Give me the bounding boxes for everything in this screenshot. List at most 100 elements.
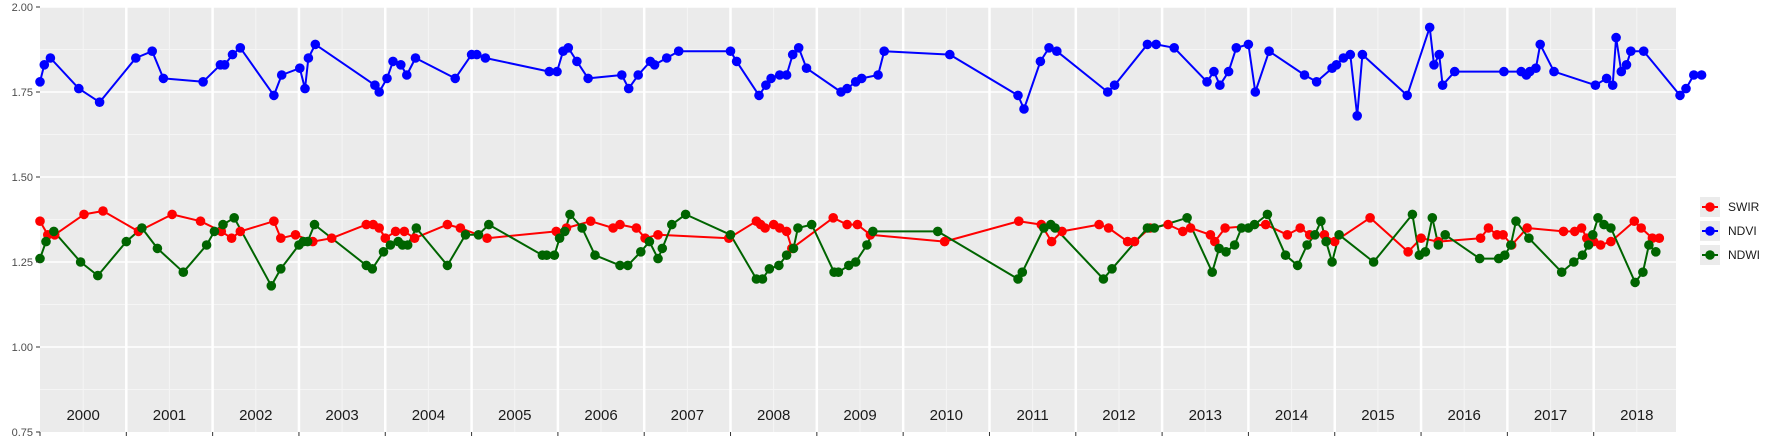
data-point-ndvi — [235, 43, 246, 53]
data-point-ndvi — [1044, 43, 1054, 53]
data-point-ndwi — [1017, 267, 1028, 278]
year-label: 2017 — [1534, 407, 1567, 424]
data-point-swir — [760, 223, 770, 233]
data-point-ndwi — [137, 223, 147, 233]
data-point-swir — [1220, 223, 1230, 233]
y-tick-label: 0.75 — [12, 427, 33, 439]
data-point-ndvi — [1626, 46, 1636, 56]
year-label: 2004 — [412, 407, 445, 424]
data-point-ndwi — [850, 257, 861, 267]
data-point-ndvi — [219, 60, 230, 70]
data-point-swir — [1654, 233, 1665, 243]
data-point-ndwi — [793, 223, 803, 233]
legend-label-ndwi: NDWI — [1728, 248, 1760, 262]
data-point-ndwi — [657, 243, 668, 254]
data-point-swir — [235, 226, 246, 237]
data-point-ndwi — [484, 219, 494, 230]
data-point-swir — [290, 230, 301, 240]
data-point-ndvi — [856, 73, 867, 84]
data-point-ndvi — [725, 46, 736, 56]
data-point-ndwi — [764, 264, 775, 274]
data-point-ndwi — [1368, 257, 1379, 267]
data-point-ndvi — [661, 53, 672, 63]
data-point-ndvi — [1299, 70, 1310, 80]
data-point-ndwi — [1098, 274, 1109, 284]
data-point-ndvi — [1013, 90, 1023, 101]
data-point-ndvi — [633, 70, 643, 80]
data-point-ndwi — [121, 236, 132, 247]
data-point-ndvi — [1019, 104, 1029, 114]
data-point-swir — [1498, 230, 1508, 240]
data-point-ndwi — [1420, 247, 1431, 257]
data-point-ndwi — [725, 230, 736, 240]
data-point-swir — [226, 233, 237, 243]
data-point-ndwi — [1142, 223, 1153, 233]
y-tick-label: 1.50 — [12, 172, 33, 184]
data-point-ndvi — [45, 53, 56, 63]
data-point-swir — [939, 236, 950, 247]
data-point-ndvi — [842, 83, 852, 94]
data-point-swir — [409, 233, 420, 243]
data-point-swir — [442, 219, 453, 230]
data-point-ndvi — [1052, 46, 1062, 56]
year-labels: 2000 2001 2002 2003 2004 2005 2006 2007 2008 2009… — [66, 407, 1653, 424]
data-point-ndvi — [563, 43, 574, 53]
data-point-swir — [1606, 236, 1616, 247]
data-point-ndwi — [757, 274, 768, 284]
data-point-ndwi — [788, 243, 799, 254]
data-point-ndwi — [680, 209, 691, 220]
data-point-ndvi — [1675, 90, 1685, 101]
data-point-ndvi — [673, 46, 684, 56]
year-label: 2008 — [757, 407, 790, 424]
data-point-swir — [390, 226, 401, 237]
data-point-ndvi — [147, 46, 157, 56]
data-point-swir — [1014, 216, 1024, 226]
y-tick-label: 1.75 — [12, 87, 33, 99]
data-point-ndwi — [367, 264, 378, 274]
data-point-ndwi — [218, 219, 228, 230]
data-point-ndwi — [636, 247, 646, 257]
data-point-ndvi — [1264, 46, 1274, 56]
data-point-ndwi — [1229, 240, 1240, 250]
data-point-swir — [167, 209, 177, 220]
data-point-ndvi — [1601, 73, 1612, 84]
data-point-ndwi — [1588, 230, 1598, 240]
data-point-ndwi — [1316, 216, 1326, 226]
data-point-ndvi — [1531, 63, 1541, 73]
data-point-ndwi — [75, 257, 86, 267]
data-point-ndvi — [879, 46, 889, 56]
data-point-ndvi — [731, 56, 742, 67]
data-point-ndvi — [1250, 87, 1261, 97]
data-point-swir — [1403, 247, 1413, 257]
data-point-swir — [1046, 236, 1057, 247]
data-point-ndwi — [266, 281, 277, 291]
data-point-ndvi — [300, 83, 310, 94]
data-point-ndwi — [653, 253, 663, 264]
data-point-swir — [1178, 226, 1188, 237]
data-point-swir — [1282, 230, 1293, 240]
data-point-ndvi — [303, 53, 314, 63]
data-point-ndwi — [1236, 223, 1247, 233]
data-point-ndwi — [402, 240, 413, 250]
legend-label-swir: SWIR — [1728, 200, 1760, 214]
data-point-ndwi — [1474, 253, 1485, 264]
data-point-swir — [1163, 219, 1173, 230]
y-tick-label: 2.00 — [12, 2, 33, 14]
data-point-ndvi — [544, 66, 555, 77]
data-point-swir — [1129, 236, 1140, 247]
data-point-ndvi — [1345, 49, 1356, 60]
data-point-ndwi — [1606, 223, 1616, 233]
data-point-ndwi — [1262, 209, 1273, 220]
data-point-ndvi — [572, 56, 582, 67]
data-point-ndwi — [549, 250, 560, 260]
data-point-ndwi — [442, 260, 453, 271]
data-point-ndwi — [201, 240, 212, 250]
year-label: 2011 — [1016, 407, 1048, 424]
data-point-ndvi — [1611, 32, 1621, 43]
y-tick-label: 1.25 — [12, 257, 33, 269]
data-point-ndvi — [1429, 60, 1439, 70]
data-point-ndvi — [754, 90, 764, 101]
data-point-ndvi — [583, 73, 593, 84]
data-point-ndvi — [1449, 66, 1460, 77]
data-point-ndvi — [1102, 87, 1113, 97]
